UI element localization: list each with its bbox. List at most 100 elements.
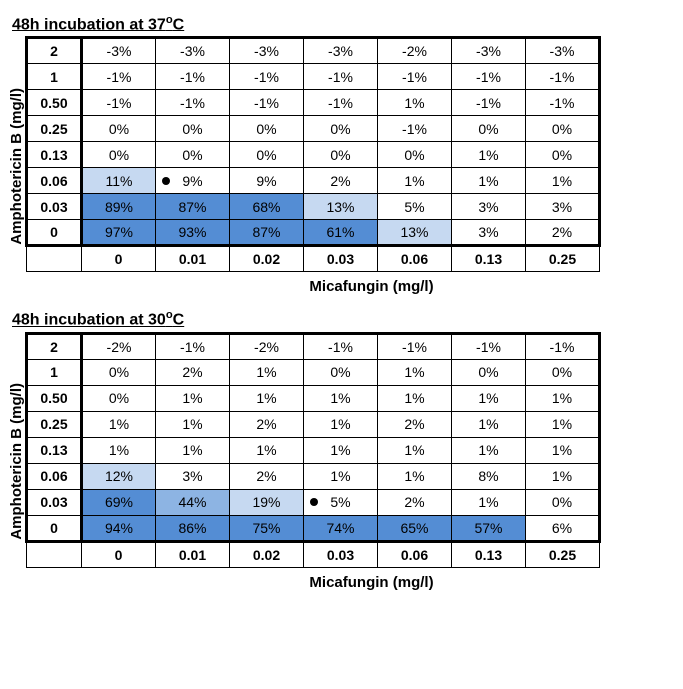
x-axis-label: Micafungin (mg/l) (8, 574, 675, 591)
cell-value: 0% (256, 147, 276, 163)
cell-value: 0% (182, 147, 202, 163)
heatmap-cell: 0% (452, 116, 526, 142)
row-header: 0.06 (27, 168, 82, 194)
heatmap-cell: 8% (452, 463, 526, 489)
heatmap-cell: -1% (82, 90, 156, 116)
cell-value: -1% (254, 69, 279, 85)
heatmap-cell: 87% (230, 220, 304, 246)
col-header: 0.25 (526, 541, 600, 567)
cell-value: 1% (330, 468, 350, 484)
cell-value: 11% (106, 173, 133, 189)
cell-value: -1% (550, 339, 575, 355)
heatmap-cell: 1% (378, 359, 452, 385)
table-row: 0.0369%44%19%5%2%1%0% (27, 489, 600, 515)
row-header: 0.13 (27, 142, 82, 168)
cell-value: -1% (402, 69, 427, 85)
cell-value: 3% (478, 224, 498, 240)
heatmap-cell: 0% (82, 142, 156, 168)
cell-value: -1% (180, 69, 205, 85)
cell-value: 1% (552, 416, 572, 432)
table-row: 0.50-1%-1%-1%-1%1%-1%-1% (27, 90, 600, 116)
blank-corner (27, 246, 82, 272)
cell-value: 1% (182, 390, 202, 406)
cell-value: 12% (105, 468, 133, 484)
col-header: 0.06 (378, 541, 452, 567)
heatmap-cell: 0% (526, 489, 600, 515)
heatmap-cell: 1% (156, 385, 230, 411)
cell-value: 2% (330, 173, 350, 189)
cell-value: -3% (328, 43, 353, 59)
title-text: 48h incubation at 37 (12, 16, 166, 33)
heatmap-cell: 1% (156, 437, 230, 463)
heatmap-cell: 1% (304, 437, 378, 463)
cell-value: 97% (105, 224, 133, 240)
cell-value: 3% (552, 199, 572, 215)
cell-value: 61% (326, 224, 354, 240)
cell-value: 0% (552, 147, 572, 163)
heatmap-cell: 2% (156, 359, 230, 385)
cell-value: 1% (478, 494, 498, 510)
panel-title: 48h incubation at 30oC (12, 309, 675, 329)
cell-value: -1% (550, 69, 575, 85)
heatmap-cell: 1% (230, 437, 304, 463)
table-row: 0.0612%3%2%1%1%8%1% (27, 463, 600, 489)
heatmap-cell: 6% (526, 515, 600, 541)
cell-value: 1% (182, 442, 202, 458)
heatmap-cell: 0% (452, 359, 526, 385)
heatmap-cell: 1% (452, 142, 526, 168)
heatmap-cell: -3% (526, 38, 600, 64)
heatmap-cell: 0% (304, 359, 378, 385)
heatmap-cell: 69% (82, 489, 156, 515)
heatmap-cell: -3% (156, 38, 230, 64)
heatmap-cell: 1% (82, 437, 156, 463)
heatmap-cell: -1% (526, 90, 600, 116)
col-header-row: 00.010.020.030.060.130.25 (27, 541, 600, 567)
row-header: 1 (27, 64, 82, 90)
col-header: 0.25 (526, 246, 600, 272)
heatmap-cell: 13% (378, 220, 452, 246)
heatmap-cell: -1% (378, 116, 452, 142)
cell-value: 1% (552, 442, 572, 458)
cell-value: -3% (550, 43, 575, 59)
cell-value: 1% (404, 364, 424, 380)
cell-value: -1% (550, 95, 575, 111)
cell-value: 87% (252, 224, 280, 240)
cell-value: 1% (404, 173, 424, 189)
cell-value: -1% (402, 121, 427, 137)
heatmap-cell: 0% (82, 359, 156, 385)
table-row: 2-3%-3%-3%-3%-2%-3%-3% (27, 38, 600, 64)
heatmap-cell: 65% (378, 515, 452, 541)
cell-value: -3% (254, 43, 279, 59)
table-row: 0.130%0%0%0%0%1%0% (27, 142, 600, 168)
heatmap-cell: 2% (304, 168, 378, 194)
degree-superscript: o (166, 14, 173, 26)
cell-value: 1% (109, 416, 129, 432)
cell-value: 93% (178, 224, 206, 240)
cell-value: 1% (256, 442, 276, 458)
row-header: 0 (27, 220, 82, 246)
cell-value: 0% (182, 121, 202, 137)
cell-value: 3% (478, 199, 498, 215)
cell-value: 2% (404, 494, 424, 510)
cell-value: -2% (402, 43, 427, 59)
cell-value: -1% (476, 339, 501, 355)
row-header: 1 (27, 359, 82, 385)
cell-value: 1% (478, 390, 498, 406)
col-header: 0.01 (156, 246, 230, 272)
heatmap-cell: 44% (156, 489, 230, 515)
heatmap-cell: 1% (304, 385, 378, 411)
col-header: 0.13 (452, 541, 526, 567)
cell-value: -1% (476, 95, 501, 111)
y-axis-label: Amphotericin B (mg/l) (8, 359, 25, 540)
heatmap-cell: 5% (304, 489, 378, 515)
cell-value: 0% (330, 147, 350, 163)
table-row: 097%93%87%61%13%3%2% (27, 220, 600, 246)
col-header: 0 (82, 246, 156, 272)
cell-value: -2% (107, 339, 132, 355)
heatmap-cell: 1% (304, 411, 378, 437)
cell-value: 1% (478, 416, 498, 432)
heatmap-cell: -3% (304, 38, 378, 64)
heatmap-cell: 0% (156, 142, 230, 168)
cell-value: -1% (107, 95, 132, 111)
cell-value: 89% (105, 199, 133, 215)
